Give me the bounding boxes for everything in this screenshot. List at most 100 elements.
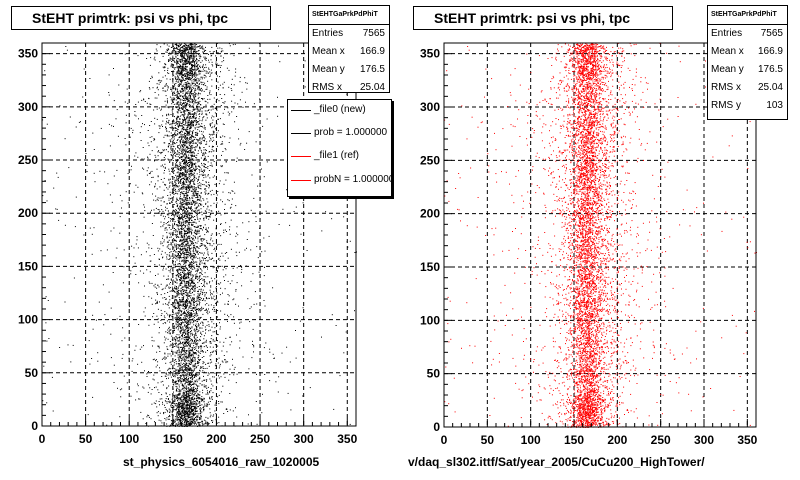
scatter-point — [202, 389, 204, 391]
scatter-point — [190, 283, 192, 285]
scatter-point — [176, 233, 178, 235]
scatter-point — [185, 321, 187, 323]
scatter-point — [155, 303, 157, 305]
scatter-point — [180, 81, 182, 82]
scatter-point — [174, 239, 176, 241]
scatter-point — [199, 110, 201, 112]
scatter-point — [182, 341, 184, 343]
scatter-point — [173, 204, 175, 205]
scatter-point — [194, 78, 196, 80]
scatter-point — [179, 275, 181, 276]
scatter-point — [185, 66, 187, 68]
scatter-point — [221, 61, 223, 63]
scatter-point — [182, 45, 184, 47]
scatter-point — [193, 156, 195, 157]
scatter-point — [174, 116, 175, 118]
scatter-point — [191, 362, 193, 364]
scatter-point — [184, 208, 186, 210]
scatter-point — [196, 413, 198, 415]
scatter-point — [211, 164, 213, 166]
scatter-point — [191, 409, 192, 410]
scatter-point — [202, 76, 204, 78]
scatter-point — [181, 138, 182, 140]
scatter-point — [224, 203, 226, 205]
scatter-point — [190, 142, 192, 144]
scatter-point — [190, 384, 192, 386]
scatter-point — [204, 157, 206, 159]
scatter-point — [103, 324, 105, 326]
scatter-point — [165, 331, 167, 333]
scatter-point — [216, 197, 218, 199]
scatter-point — [198, 220, 200, 222]
scatter-point — [216, 233, 218, 235]
scatter-point — [205, 143, 207, 145]
scatter-point — [150, 418, 152, 420]
scatter-point — [214, 340, 216, 342]
scatter-point — [196, 230, 198, 232]
scatter-point — [186, 85, 188, 87]
scatter-point — [127, 202, 129, 204]
scatter-point — [252, 340, 253, 342]
scatter-point — [197, 396, 199, 398]
scatter-point — [206, 346, 208, 348]
scatter-point — [179, 122, 181, 124]
scatter-point — [187, 131, 189, 133]
scatter-point — [151, 389, 153, 390]
scatter-point — [207, 216, 209, 217]
scatter-point — [191, 418, 193, 420]
scatter-point — [167, 188, 169, 190]
scatter-point — [192, 93, 194, 94]
scatter-point — [183, 100, 185, 102]
scatter-point — [221, 265, 223, 267]
scatter-point — [154, 387, 155, 389]
scatter-point — [179, 209, 180, 211]
scatter-point — [179, 279, 180, 280]
scatter-point — [188, 337, 190, 339]
scatter-point — [166, 127, 167, 129]
scatter-point — [192, 120, 194, 122]
scatter-point — [204, 262, 206, 264]
scatter-point — [148, 415, 150, 417]
scatter-point — [201, 98, 203, 99]
scatter-point — [205, 328, 207, 330]
scatter-point — [179, 144, 181, 146]
scatter-point — [177, 383, 179, 385]
scatter-point — [235, 407, 236, 409]
scatter-point — [216, 123, 218, 125]
scatter-point — [215, 128, 217, 130]
scatter-point — [204, 286, 206, 288]
scatter-point — [172, 59, 174, 61]
scatter-point — [192, 155, 194, 157]
scatter-point — [175, 368, 177, 370]
scatter-point — [220, 51, 222, 53]
scatter-point — [193, 374, 195, 376]
scatter-point — [176, 215, 178, 217]
scatter-point — [191, 45, 192, 47]
scatter-point — [205, 119, 207, 121]
scatter-point — [149, 88, 151, 90]
scatter-point — [201, 286, 203, 287]
scatter-point — [172, 261, 174, 263]
scatter-point — [186, 176, 188, 178]
scatter-point — [306, 250, 308, 251]
scatter-point — [122, 282, 124, 284]
scatter-point — [189, 171, 191, 173]
scatter-point — [240, 321, 242, 323]
scatter-point — [188, 347, 190, 349]
scatter-point — [197, 179, 199, 180]
scatter-point — [256, 303, 258, 305]
scatter-point — [179, 208, 181, 210]
scatter-point — [187, 401, 189, 403]
scatter-point — [196, 343, 198, 345]
scatter-point — [191, 209, 193, 211]
scatter-point — [184, 256, 186, 258]
scatter-point — [200, 56, 202, 58]
scatter-point — [175, 288, 177, 290]
scatter-point — [183, 303, 185, 305]
scatter-point — [200, 61, 202, 63]
scatter-point — [186, 74, 188, 75]
scatter-point — [208, 109, 210, 111]
scatter-point — [165, 322, 167, 324]
scatter-point — [210, 296, 212, 298]
scatter-point — [211, 122, 213, 124]
